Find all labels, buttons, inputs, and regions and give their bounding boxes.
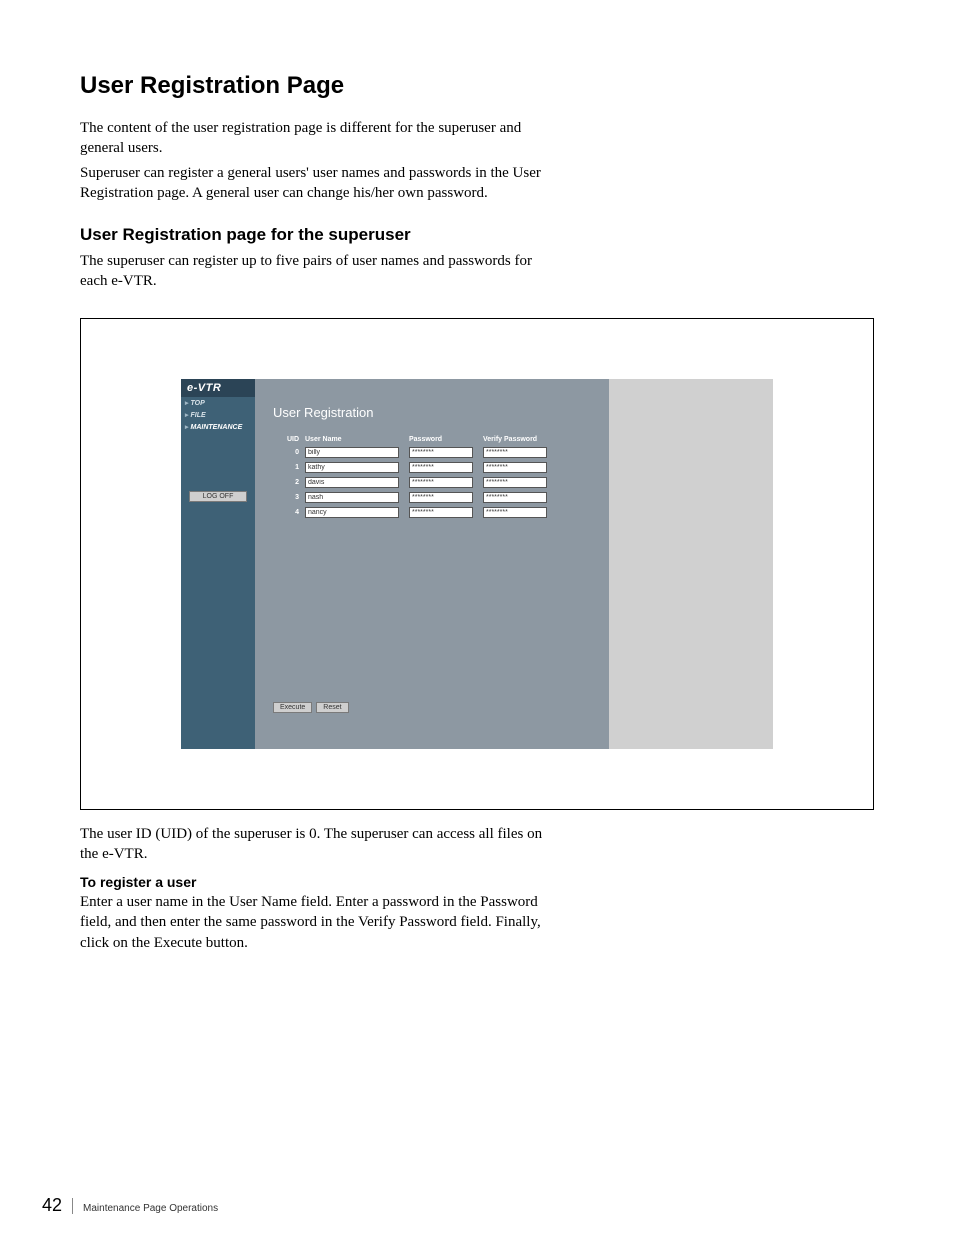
button-row: Execute Reset (273, 692, 591, 713)
table-row: 4 (273, 507, 591, 518)
password-input[interactable] (409, 462, 473, 473)
intro-paragraph-2: Superuser can register a general users' … (80, 163, 560, 204)
nav-file[interactable]: ▸FILE (181, 409, 255, 421)
uid-cell: 2 (273, 479, 299, 486)
uid-cell: 1 (273, 464, 299, 471)
execute-button[interactable]: Execute (273, 702, 312, 713)
heading-user-registration-page: User Registration Page (80, 72, 874, 100)
screenshot-frame: e-VTR ▸TOP ▸FILE ▸MAINTENANCE LOG OFF Us… (80, 318, 874, 810)
nav-top-label: TOP (191, 400, 205, 407)
uid-cell: 4 (273, 509, 299, 516)
table-row: 3 (273, 492, 591, 503)
password-input[interactable] (409, 477, 473, 488)
header-uid: UID (273, 436, 299, 443)
page-footer: 42 Maintenance Page Operations (42, 1195, 218, 1216)
header-password: Password (409, 436, 477, 443)
app-window: e-VTR ▸TOP ▸FILE ▸MAINTENANCE LOG OFF Us… (181, 379, 773, 749)
sidebar: e-VTR ▸TOP ▸FILE ▸MAINTENANCE LOG OFF (181, 379, 255, 749)
header-username: User Name (305, 436, 403, 443)
nav-maintenance-label: MAINTENANCE (191, 424, 243, 431)
username-input[interactable] (305, 477, 399, 488)
after-screenshot-paragraph-2: Enter a user name in the User Name field… (80, 892, 560, 953)
heading-superuser: User Registration page for the superuser (80, 225, 874, 245)
uid-cell: 0 (273, 449, 299, 456)
user-table: UID User Name Password Verify Password 0 (273, 436, 591, 522)
username-input[interactable] (305, 462, 399, 473)
nav-top[interactable]: ▸TOP (181, 397, 255, 409)
table-header-row: UID User Name Password Verify Password (273, 436, 591, 443)
logoff-button[interactable]: LOG OFF (189, 491, 247, 502)
after-screenshot-paragraph-1: The user ID (UID) of the superuser is 0.… (80, 824, 560, 865)
reset-button[interactable]: Reset (316, 702, 348, 713)
intro-paragraph-1: The content of the user registration pag… (80, 118, 560, 159)
verify-password-input[interactable] (483, 447, 547, 458)
uid-cell: 3 (273, 494, 299, 501)
superuser-paragraph: The superuser can register up to five pa… (80, 251, 560, 292)
password-input[interactable] (409, 492, 473, 503)
app-logo: e-VTR (181, 379, 255, 397)
footer-separator (72, 1198, 73, 1214)
nav-maintenance[interactable]: ▸MAINTENANCE (181, 421, 255, 433)
header-verify: Verify Password (483, 436, 555, 443)
heading-to-register: To register a user (80, 874, 874, 890)
verify-password-input[interactable] (483, 507, 547, 518)
nav-file-label: FILE (191, 412, 206, 419)
password-input[interactable] (409, 507, 473, 518)
content-panel: User Registration UID User Name Password… (255, 379, 609, 749)
verify-password-input[interactable] (483, 492, 547, 503)
username-input[interactable] (305, 507, 399, 518)
footer-section-title: Maintenance Page Operations (83, 1203, 218, 1214)
password-input[interactable] (409, 447, 473, 458)
table-row: 2 (273, 477, 591, 488)
verify-password-input[interactable] (483, 477, 547, 488)
table-row: 0 (273, 447, 591, 458)
panel-title: User Registration (273, 405, 591, 420)
right-blank-panel (609, 379, 773, 749)
username-input[interactable] (305, 492, 399, 503)
page-number: 42 (42, 1195, 62, 1216)
verify-password-input[interactable] (483, 462, 547, 473)
username-input[interactable] (305, 447, 399, 458)
table-row: 1 (273, 462, 591, 473)
